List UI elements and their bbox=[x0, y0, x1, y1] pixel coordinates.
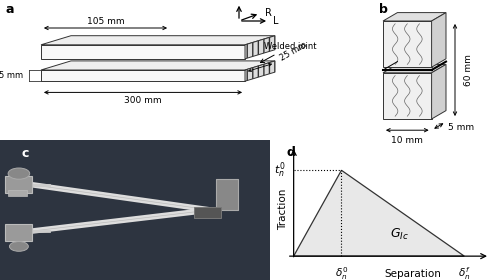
Text: Welded joint: Welded joint bbox=[260, 42, 316, 62]
Polygon shape bbox=[41, 70, 245, 81]
Text: 105 mm: 105 mm bbox=[86, 17, 124, 26]
Polygon shape bbox=[41, 61, 275, 70]
Bar bbox=[194, 207, 222, 218]
Bar bbox=[6, 224, 32, 241]
Text: d: d bbox=[287, 146, 296, 159]
Polygon shape bbox=[383, 64, 446, 73]
Polygon shape bbox=[383, 13, 446, 21]
Text: 25 mm: 25 mm bbox=[278, 40, 308, 62]
Polygon shape bbox=[432, 13, 446, 67]
Polygon shape bbox=[41, 45, 245, 59]
Text: R: R bbox=[264, 8, 272, 18]
Text: $\delta_n^0$: $\delta_n^0$ bbox=[335, 265, 348, 280]
Text: 300 mm: 300 mm bbox=[124, 96, 162, 105]
Polygon shape bbox=[294, 170, 464, 256]
Text: Separation: Separation bbox=[384, 269, 442, 279]
Polygon shape bbox=[245, 36, 275, 59]
Text: 5 mm: 5 mm bbox=[0, 71, 23, 80]
Polygon shape bbox=[383, 21, 432, 67]
Circle shape bbox=[10, 241, 29, 251]
Bar bbox=[216, 179, 238, 210]
Text: a: a bbox=[5, 3, 14, 16]
Polygon shape bbox=[245, 61, 275, 81]
Text: c: c bbox=[22, 147, 29, 160]
Text: 5 mm: 5 mm bbox=[448, 123, 474, 132]
Text: $\delta_n^f$: $\delta_n^f$ bbox=[458, 265, 470, 280]
Polygon shape bbox=[383, 73, 432, 119]
Polygon shape bbox=[41, 36, 275, 45]
Bar bbox=[8, 190, 27, 196]
Text: L: L bbox=[274, 16, 279, 26]
Text: 10 mm: 10 mm bbox=[392, 136, 423, 145]
Bar bbox=[6, 176, 32, 193]
Text: b: b bbox=[378, 3, 388, 16]
Text: $G_{Ic}$: $G_{Ic}$ bbox=[390, 227, 409, 242]
Text: 60 mm: 60 mm bbox=[464, 54, 473, 86]
Circle shape bbox=[8, 168, 30, 179]
Polygon shape bbox=[432, 64, 446, 119]
Text: Traction: Traction bbox=[278, 188, 288, 230]
Text: $t_n^0$: $t_n^0$ bbox=[274, 160, 285, 180]
